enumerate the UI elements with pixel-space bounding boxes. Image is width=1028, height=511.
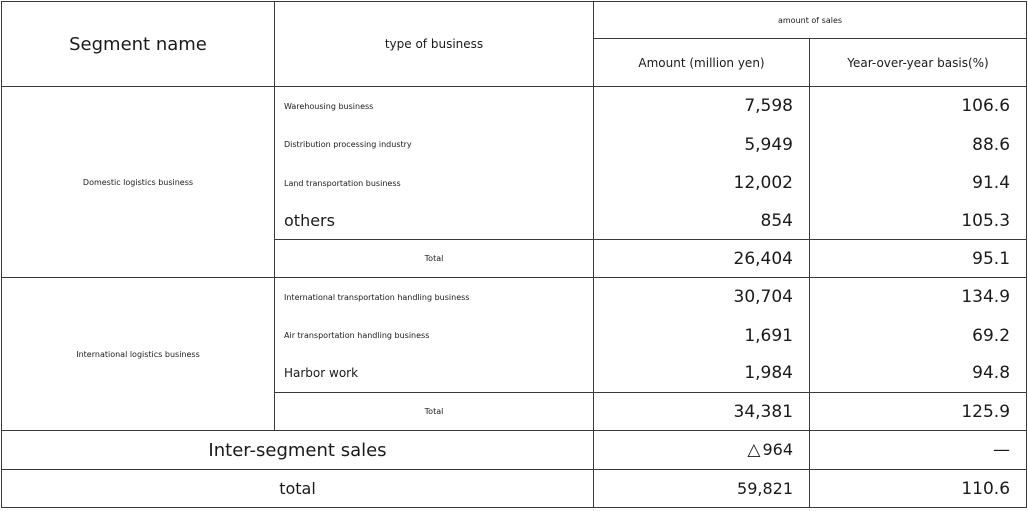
subtotal-amount: 34,381 xyxy=(593,392,810,431)
subtotal-row: Total 26,404 95.1 xyxy=(2,239,1028,278)
subtotal-row: Total 34,381 125.9 xyxy=(2,392,1028,431)
table-row: Distribution processing industry 5,949 8… xyxy=(2,125,1028,164)
subtotal-amount: 26,404 xyxy=(593,239,810,278)
amount-cell: 1,691 xyxy=(593,316,810,355)
yoy-cell: 105.3 xyxy=(808,202,1028,240)
business-type-cell: Distribution processing industry xyxy=(274,125,594,164)
yoy-cell: 134.9 xyxy=(808,277,1028,317)
business-type-cell: Land transportation business xyxy=(274,163,594,203)
subtotal-yoy: 125.9 xyxy=(808,392,1028,431)
triangle-minus-icon: △ xyxy=(747,440,761,460)
inter-segment-label: Inter-segment sales xyxy=(1,430,594,470)
amount-cell: 12,002 xyxy=(593,163,810,203)
grand-total-yoy: 110.6 xyxy=(808,469,1028,508)
amount-header: Amount (million yen) xyxy=(593,38,810,87)
yoy-cell: 94.8 xyxy=(808,354,1028,393)
amount-of-sales-header: amount of sales xyxy=(592,1,1028,39)
business-type-cell: others xyxy=(274,202,594,240)
business-type-cell: Harbor work xyxy=(274,354,594,393)
header-row-1: Segment name type of business amount of … xyxy=(1,1,1028,87)
yoy-cell: 88.6 xyxy=(808,125,1028,164)
inter-segment-amount-cell: △ 964 xyxy=(593,430,810,470)
yoy-cell: 69.2 xyxy=(808,316,1028,355)
table-row: International logistics business Interna… xyxy=(1,277,1028,431)
business-type-cell: International transportation handling bu… xyxy=(274,277,594,317)
table-row: Harbor work 1,984 94.8 xyxy=(2,354,1028,393)
business-type-cell: Warehousing business xyxy=(274,86,594,126)
subtotal-yoy: 95.1 xyxy=(808,239,1028,278)
segment-domestic-label: Domestic logistics business xyxy=(1,86,275,278)
inter-segment-yoy: — xyxy=(808,430,1028,470)
type-of-business-header: type of business xyxy=(274,1,594,87)
table-row: others 854 105.3 xyxy=(2,202,1028,240)
grand-total-label: total xyxy=(1,469,594,508)
table-row: Domestic logistics business Warehousing … xyxy=(1,86,1028,278)
yoy-cell: 106.6 xyxy=(808,86,1028,126)
inter-segment-amount: 964 xyxy=(762,440,793,459)
subtotal-label: Total xyxy=(274,392,594,431)
grand-total-row: total 59,821 110.6 xyxy=(1,469,1028,508)
yoy-cell: 91.4 xyxy=(808,163,1028,203)
subtotal-label: Total xyxy=(274,239,594,278)
header-row-2: Amount (million yen) Year-over-year basi… xyxy=(2,38,1028,87)
grand-total-amount: 59,821 xyxy=(593,469,810,508)
amount-cell: 5,949 xyxy=(593,125,810,164)
business-type-cell: Air transportation handling business xyxy=(274,316,594,355)
segment-name-header: Segment name xyxy=(1,1,275,87)
yoy-header: Year-over-year basis(%) xyxy=(808,38,1028,87)
table-row: Air transportation handling business 1,6… xyxy=(2,316,1028,355)
inter-segment-row: Inter-segment sales △ 964 — xyxy=(1,430,1028,470)
amount-cell: 1,984 xyxy=(593,354,810,393)
amount-cell: 30,704 xyxy=(593,277,810,317)
segment-international-label: International logistics business xyxy=(1,277,275,431)
amount-cell: 854 xyxy=(593,202,810,240)
amount-cell: 7,598 xyxy=(593,86,810,126)
table-row: Land transportation business 12,002 91.4 xyxy=(2,163,1028,203)
